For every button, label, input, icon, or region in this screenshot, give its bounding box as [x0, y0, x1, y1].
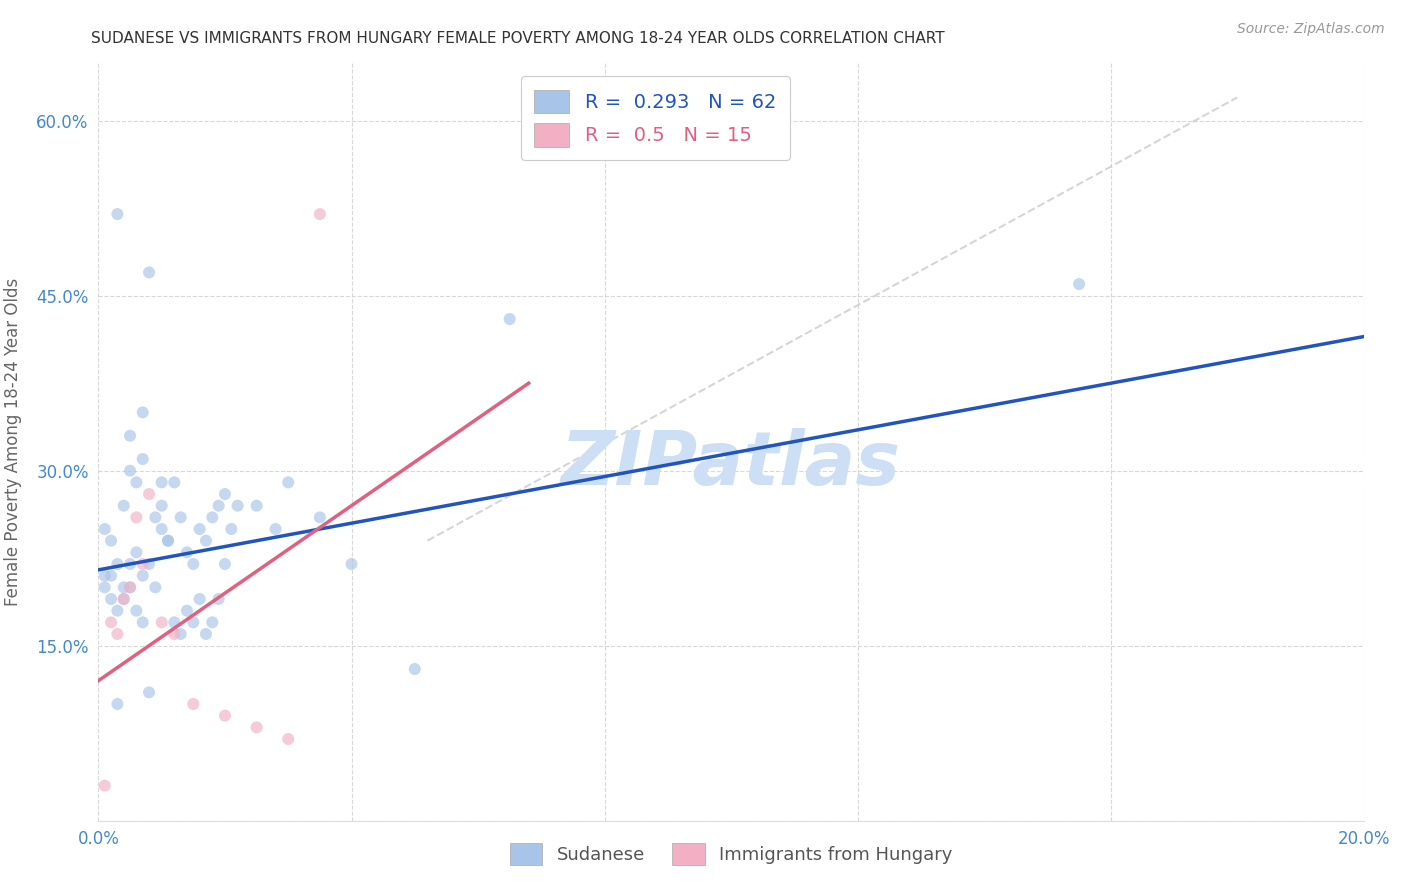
Point	[132, 452, 155, 467]
Point	[107, 207, 129, 221]
Point	[340, 557, 363, 571]
Point	[183, 697, 205, 711]
Point	[194, 627, 218, 641]
Point	[264, 522, 287, 536]
Point	[93, 580, 117, 594]
Point	[208, 499, 231, 513]
Point	[309, 510, 332, 524]
Point	[93, 522, 117, 536]
Point	[157, 533, 180, 548]
Point	[150, 475, 173, 490]
Point	[201, 510, 224, 524]
Point	[188, 592, 211, 607]
Point	[125, 545, 148, 559]
Point	[107, 557, 129, 571]
Point	[208, 592, 231, 607]
Point	[150, 615, 173, 630]
Point	[125, 604, 148, 618]
Text: SUDANESE VS IMMIGRANTS FROM HUNGARY FEMALE POVERTY AMONG 18-24 YEAR OLDS CORRELA: SUDANESE VS IMMIGRANTS FROM HUNGARY FEMA…	[91, 31, 945, 46]
Point	[120, 580, 141, 594]
Point	[138, 487, 160, 501]
Point	[145, 580, 166, 594]
Point	[194, 533, 218, 548]
Point	[132, 405, 155, 419]
Point	[219, 522, 243, 536]
Point	[138, 557, 160, 571]
Point	[107, 604, 129, 618]
Legend: Sudanese, Immigrants from Hungary: Sudanese, Immigrants from Hungary	[502, 836, 960, 872]
Point	[125, 510, 148, 524]
Y-axis label: Female Poverty Among 18-24 Year Olds: Female Poverty Among 18-24 Year Olds	[4, 277, 22, 606]
Point	[176, 545, 198, 559]
Point	[112, 499, 135, 513]
Point	[100, 533, 122, 548]
Point	[183, 615, 205, 630]
Point	[1067, 277, 1090, 291]
Point	[404, 662, 426, 676]
Point	[163, 627, 186, 641]
Point	[93, 568, 117, 582]
Point	[498, 312, 520, 326]
Text: Source: ZipAtlas.com: Source: ZipAtlas.com	[1237, 22, 1385, 37]
Point	[150, 522, 173, 536]
Point	[100, 568, 122, 582]
Text: ZIPatlas: ZIPatlas	[561, 428, 901, 500]
Point	[214, 557, 236, 571]
Point	[183, 557, 205, 571]
Point	[132, 615, 155, 630]
Point	[138, 685, 160, 699]
Point	[107, 697, 129, 711]
Point	[132, 557, 155, 571]
Point	[100, 615, 122, 630]
Point	[176, 604, 198, 618]
Point	[120, 557, 141, 571]
Point	[163, 475, 186, 490]
Point	[246, 720, 269, 734]
Point	[157, 533, 180, 548]
Point	[138, 265, 160, 279]
Point	[188, 522, 211, 536]
Point	[112, 580, 135, 594]
Point	[277, 475, 299, 490]
Point	[120, 428, 141, 442]
Point	[125, 475, 148, 490]
Point	[226, 499, 249, 513]
Point	[100, 592, 122, 607]
Point	[93, 779, 117, 793]
Point	[112, 592, 135, 607]
Point	[120, 464, 141, 478]
Point	[107, 627, 129, 641]
Point	[214, 487, 236, 501]
Point	[112, 592, 135, 607]
Point	[145, 510, 166, 524]
Point	[120, 580, 141, 594]
Point	[163, 615, 186, 630]
Point	[169, 510, 191, 524]
Point	[169, 627, 191, 641]
Point	[214, 708, 236, 723]
Point	[309, 207, 332, 221]
Point	[132, 568, 155, 582]
Point	[201, 615, 224, 630]
Point	[150, 499, 173, 513]
Point	[246, 499, 269, 513]
Point	[277, 731, 299, 746]
